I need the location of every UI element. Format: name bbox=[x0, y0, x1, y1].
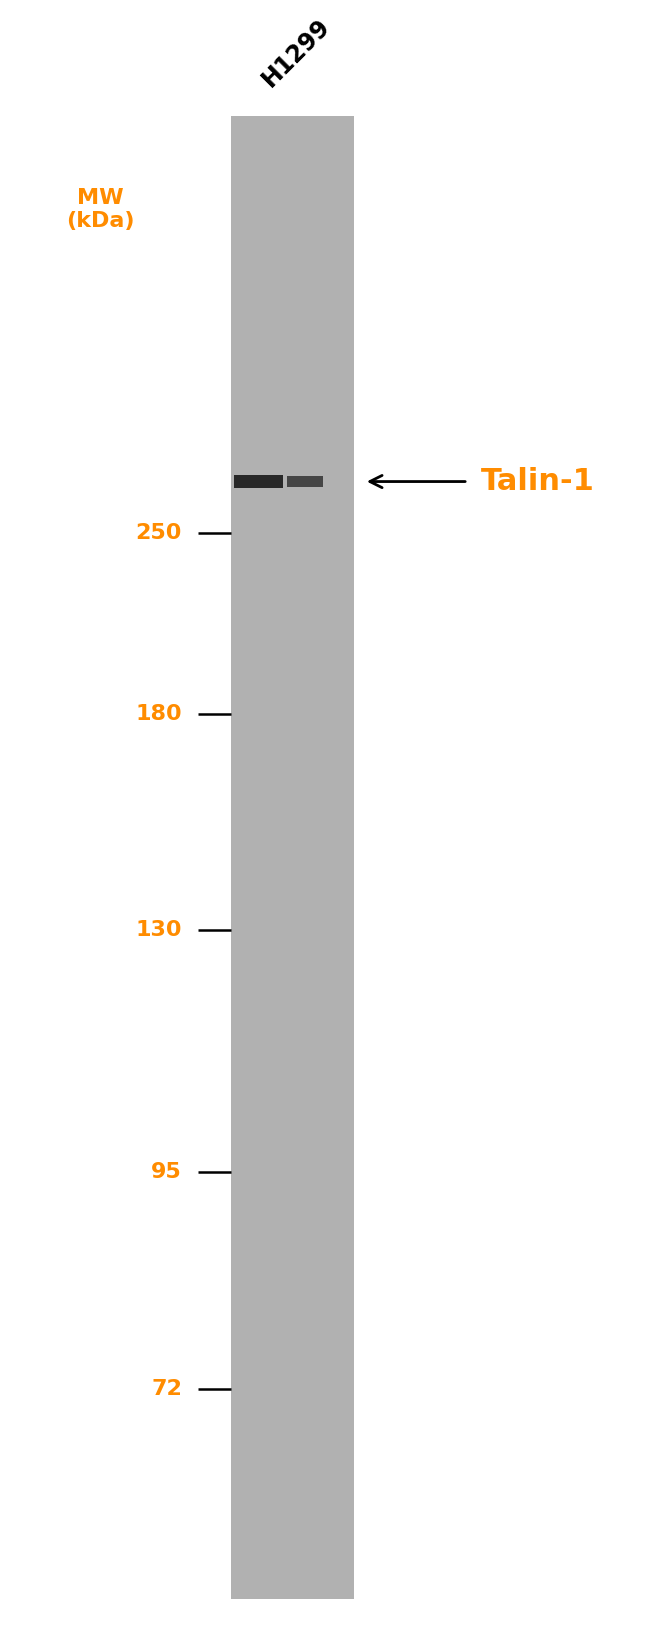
Text: 95: 95 bbox=[151, 1162, 182, 1182]
Text: 72: 72 bbox=[151, 1378, 182, 1400]
Text: 130: 130 bbox=[135, 919, 182, 939]
Text: 250: 250 bbox=[136, 523, 182, 543]
Text: MW
(kDa): MW (kDa) bbox=[66, 188, 135, 231]
Text: H1299: H1299 bbox=[257, 15, 335, 92]
Bar bbox=[234, 475, 283, 488]
Bar bbox=[231, 116, 354, 1598]
Text: Talin-1: Talin-1 bbox=[481, 467, 595, 497]
Text: 180: 180 bbox=[135, 703, 182, 724]
Bar bbox=[287, 475, 323, 487]
